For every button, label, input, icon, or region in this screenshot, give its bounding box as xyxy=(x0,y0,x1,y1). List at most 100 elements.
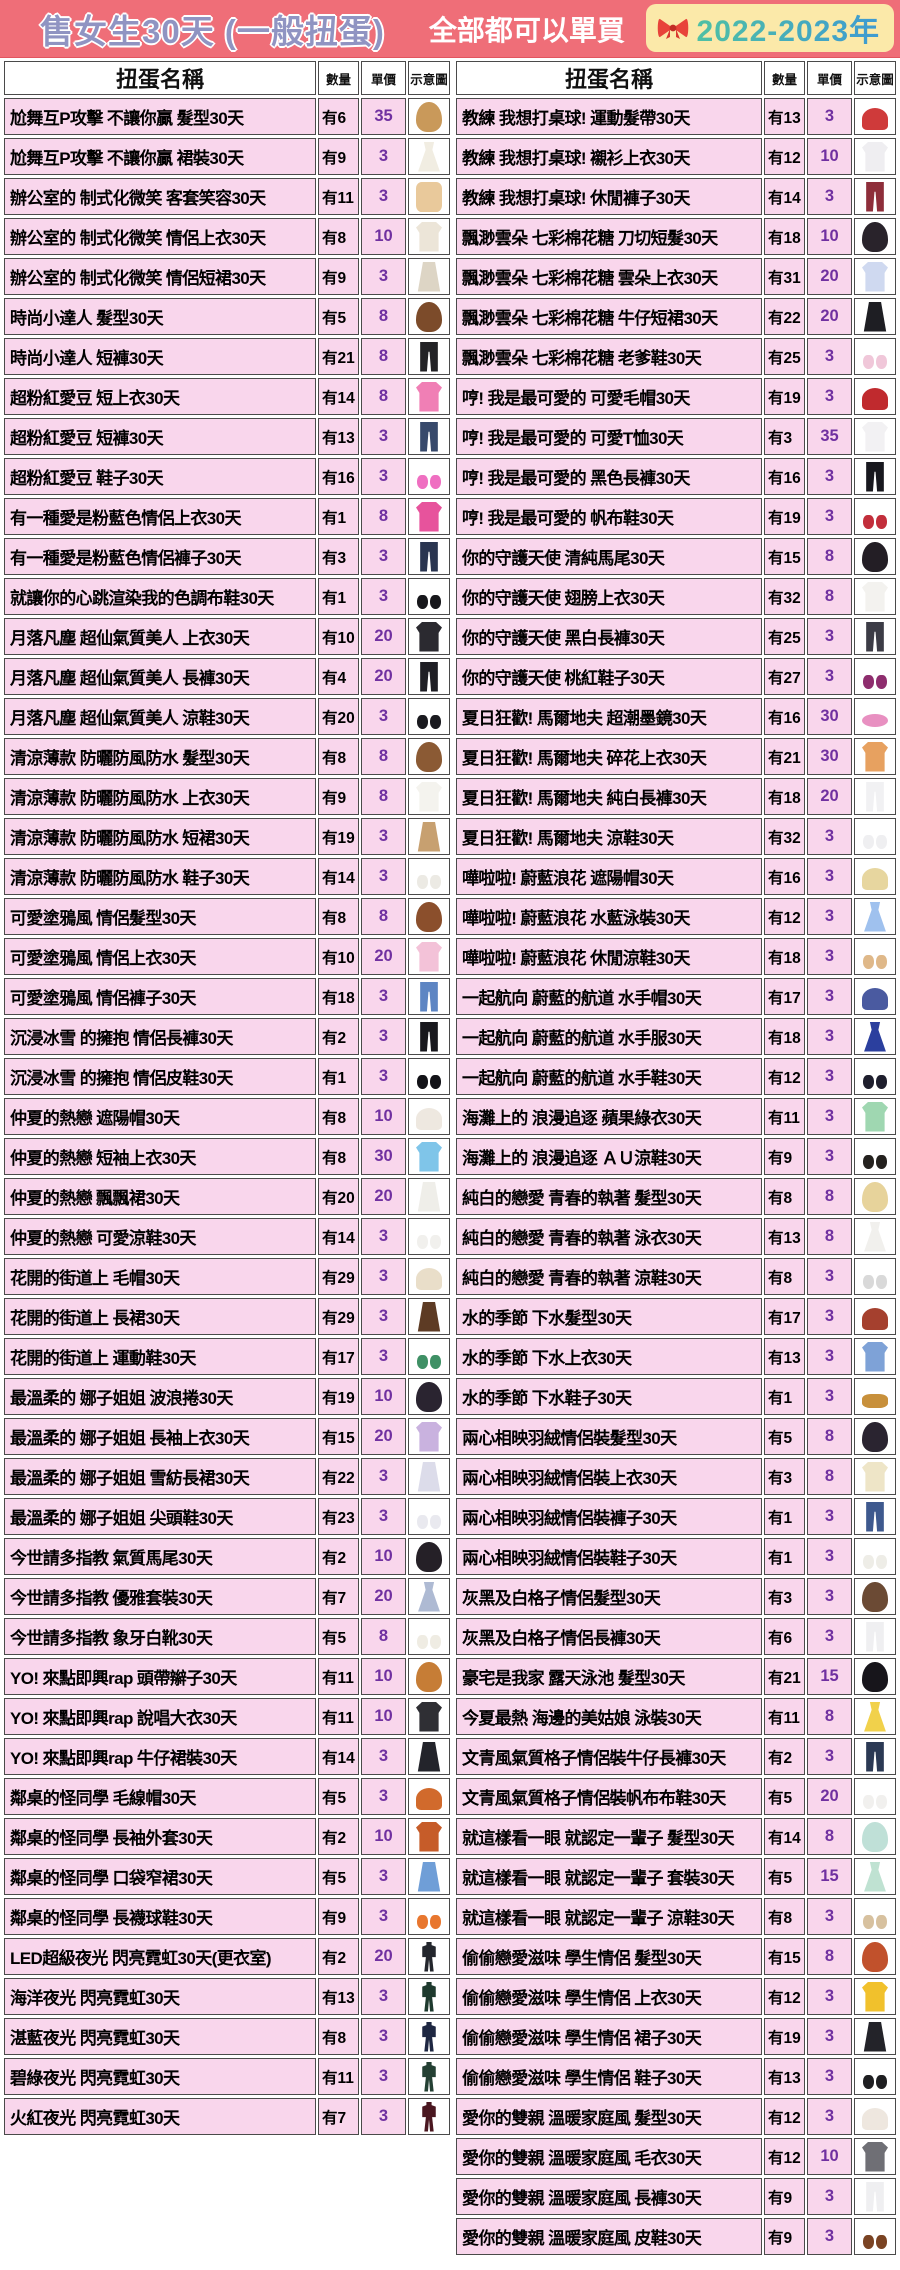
item-image-cell xyxy=(408,1458,450,1495)
item-quantity: 有16 xyxy=(764,698,805,735)
item-price: 3 xyxy=(361,418,406,455)
table-row: 今夏最熱 海邊的美姑娘 泳裝30天 有11 8 xyxy=(456,1698,896,1735)
table-row: 哼! 我是最可愛的 帆布鞋30天 有19 3 xyxy=(456,498,896,535)
item-name: 海灘上的 浪漫追逐 ＡＵ涼鞋30天 xyxy=(456,1138,762,1175)
table-row: 超粉紅愛豆 鞋子30天 有16 3 xyxy=(4,458,450,495)
table-row: 偷偷戀愛滋味 學生情侶 上衣30天 有12 3 xyxy=(456,1978,896,2015)
item-image-cell xyxy=(854,1978,896,2015)
item-name: 今世請多指教 象牙白靴30天 xyxy=(4,1618,316,1655)
item-price: 3 xyxy=(807,858,852,895)
table-row: 月落凡塵 超仙氣質美人 上衣30天 有10 20 xyxy=(4,618,450,655)
hat-icon xyxy=(862,867,888,890)
item-name: 可愛塗鴉風 情侶上衣30天 xyxy=(4,938,316,975)
item-name: YO! 來點即興rap 牛仔裙裝30天 xyxy=(4,1738,316,1775)
glasses-icon xyxy=(862,714,888,727)
table-row: 可愛塗鴉風 情侶髮型30天 有8 8 xyxy=(4,898,450,935)
item-image-cell xyxy=(408,1138,450,1175)
hair-icon xyxy=(416,901,442,932)
item-image-cell xyxy=(408,1218,450,1255)
item-price: 3 xyxy=(361,1898,406,1935)
table-row: 嘩啦啦! 蔚藍浪花 休閒涼鞋30天 有18 3 xyxy=(456,938,896,975)
shoes-icon xyxy=(416,1062,442,1092)
item-quantity: 有5 xyxy=(318,298,359,335)
item-price: 20 xyxy=(807,298,852,335)
item-name: 偷偷戀愛滋味 學生情侶 上衣30天 xyxy=(456,1978,762,2015)
table-row: 可愛塗鴉風 情侶褲子30天 有18 3 xyxy=(4,978,450,1015)
item-image-cell xyxy=(408,2098,450,2135)
item-quantity: 有20 xyxy=(318,1178,359,1215)
shoes-icon xyxy=(416,1622,442,1652)
col-header-image: 示意圖 xyxy=(408,61,450,95)
item-price: 8 xyxy=(807,578,852,615)
item-name: 清涼薄款 防曬防風防水 上衣30天 xyxy=(4,778,316,815)
item-quantity: 有3 xyxy=(764,418,805,455)
table-row: 教練 我想打桌球! 運動髮帶30天 有13 3 xyxy=(456,98,896,135)
item-image-cell xyxy=(408,1858,450,1895)
item-price: 30 xyxy=(807,738,852,775)
table-row: 愛你的雙親 溫暖家庭風 髮型30天 有12 3 xyxy=(456,2098,896,2135)
item-name: 就這樣看一眼 就認定一輩子 髮型30天 xyxy=(456,1818,762,1855)
top-icon xyxy=(862,2141,888,2172)
item-name: 純白的戀愛 青春的執著 泳衣30天 xyxy=(456,1218,762,1255)
table-row: 文青風氣質格子情侶裝牛仔長褲30天 有2 3 xyxy=(456,1738,896,1775)
item-image-cell xyxy=(408,858,450,895)
skirt-icon xyxy=(417,1301,441,1332)
top-icon xyxy=(862,421,888,452)
item-name: 沉浸冰雪 的擁抱 情侶皮鞋30天 xyxy=(4,1058,316,1095)
item-price: 10 xyxy=(807,138,852,175)
item-quantity: 有5 xyxy=(764,1858,805,1895)
dress-icon xyxy=(418,1581,440,1612)
item-quantity: 有15 xyxy=(764,538,805,575)
item-image-cell xyxy=(854,138,896,175)
table-row: 你的守護天使 清純馬尾30天 有15 8 xyxy=(456,538,896,575)
item-price: 3 xyxy=(361,2098,406,2135)
item-image-cell xyxy=(408,938,450,975)
item-image-cell xyxy=(854,1778,896,1815)
table-row: 嘩啦啦! 蔚藍浪花 水藍泳裝30天 有12 3 xyxy=(456,898,896,935)
item-quantity: 有21 xyxy=(764,738,805,775)
item-image-cell xyxy=(408,2018,450,2055)
table-row: 鄰桌的怪同學 長襪球鞋30天 有9 3 xyxy=(4,1898,450,1935)
item-price: 3 xyxy=(807,1258,852,1295)
skirt-icon xyxy=(417,821,441,852)
item-price: 3 xyxy=(361,1858,406,1895)
item-name: 純白的戀愛 青春的執著 涼鞋30天 xyxy=(456,1258,762,1295)
item-quantity: 有7 xyxy=(318,1578,359,1615)
item-name: 夏日狂歡! 馬爾地夫 超潮墨鏡30天 xyxy=(456,698,762,735)
item-price: 3 xyxy=(807,1058,852,1095)
top-icon xyxy=(862,261,888,292)
item-image-cell xyxy=(854,1818,896,1855)
item-name: 水的季節 下水髮型30天 xyxy=(456,1298,762,1335)
item-quantity: 有10 xyxy=(318,618,359,655)
dress-icon xyxy=(864,1861,886,1892)
item-quantity: 有8 xyxy=(764,1898,805,1935)
item-name: 尬舞互P攻擊 不讓你贏 裙裝30天 xyxy=(4,138,316,175)
item-quantity: 有2 xyxy=(318,1018,359,1055)
item-image-cell xyxy=(408,778,450,815)
shoes-icon xyxy=(862,1542,888,1572)
item-image-cell xyxy=(408,1698,450,1735)
year-badge: 2022-2023年 xyxy=(645,4,894,52)
item-price: 3 xyxy=(807,978,852,1015)
item-quantity: 有15 xyxy=(764,1938,805,1975)
table-row: 清涼薄款 防曬防風防水 短裙30天 有19 3 xyxy=(4,818,450,855)
item-image-cell xyxy=(408,1058,450,1095)
table-row: 尬舞互P攻擊 不讓你贏 裙裝30天 有9 3 xyxy=(4,138,450,175)
item-image-cell xyxy=(854,98,896,135)
item-name: 你的守護天使 桃紅鞋子30天 xyxy=(456,658,762,695)
table-row: 海灘上的 浪漫追逐 蘋果綠衣30天 有11 3 xyxy=(456,1098,896,1135)
page-subtitle: 全部都可以單買 xyxy=(428,14,625,46)
item-quantity: 有15 xyxy=(318,1418,359,1455)
item-image-cell xyxy=(408,1938,450,1975)
item-image-cell xyxy=(408,458,450,495)
table-header-row: 扭蛋名稱 數量 單價 示意圖 xyxy=(4,61,450,95)
header-banner: 售女生30天 (一般扭蛋) 全部都可以單買 2022-2023年 xyxy=(0,0,900,58)
table-row: YO! 來點即興rap 頭帶辮子30天 有11 10 xyxy=(4,1658,450,1695)
item-quantity: 有21 xyxy=(318,338,359,375)
shoes-icon xyxy=(862,1782,888,1812)
item-price: 3 xyxy=(807,1538,852,1575)
item-image-cell xyxy=(408,1498,450,1535)
item-image-cell xyxy=(408,1338,450,1375)
item-image-cell xyxy=(408,258,450,295)
item-image-cell xyxy=(408,978,450,1015)
